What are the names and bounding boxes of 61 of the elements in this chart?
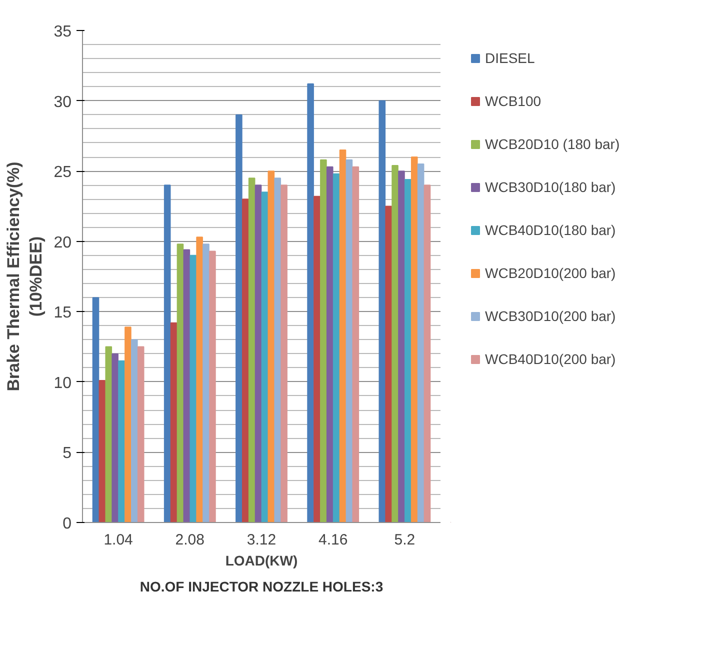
bar [392, 164, 398, 522]
bar [248, 178, 256, 522]
x-tick-label: 4.16 [318, 532, 348, 548]
bar [339, 149, 346, 522]
legend-label: WCB40D10(180 bar) [485, 222, 616, 238]
y-tick-label: 30 [54, 94, 72, 111]
bar [190, 254, 197, 522]
bar [254, 184, 262, 522]
y-tick-label: 15 [54, 304, 72, 322]
bar [320, 159, 327, 522]
y-axis-title: Brake Thermal Efficiency(%) (10%DEE) [4, 162, 46, 392]
legend-label: WCB100 [485, 93, 542, 109]
bar [242, 198, 249, 522]
x-tick-label: 1.04 [104, 532, 133, 548]
bar [118, 360, 125, 522]
legend-label: WCB20D10 (180 bar) [485, 136, 620, 152]
legend-label: WCB40D10(200 bar) [485, 351, 616, 367]
bar [202, 244, 210, 522]
y-tick-label: 20 [54, 234, 72, 252]
bar [280, 184, 288, 522]
x-tick-label: 3.12 [246, 532, 276, 548]
bar [424, 184, 431, 522]
bar [332, 173, 340, 522]
bar [164, 184, 171, 522]
y-tick-label: 0 [62, 516, 72, 532]
bar [176, 244, 184, 522]
bar [131, 339, 138, 522]
bar [112, 353, 118, 522]
bar [170, 322, 178, 522]
bar [274, 178, 282, 522]
bar [417, 164, 424, 522]
text: NO.OF INJECTOR NOZZLE HOLES:3 [140, 578, 384, 594]
x-axis-title: LOAD(KW) [225, 552, 298, 568]
x-tick-label: 2.08 [175, 532, 205, 548]
legend-label: WCB20D10(200 bar) [485, 265, 616, 281]
bar [385, 206, 392, 522]
bar [398, 170, 405, 522]
x-tick-label: 5.2 [394, 532, 416, 548]
bar [137, 346, 144, 522]
bar [261, 192, 268, 522]
legend-label: WCB30D10(180 bar) [485, 179, 616, 195]
bar [92, 297, 100, 522]
bar [404, 179, 412, 522]
legend-label: DIESEL [485, 50, 535, 66]
bar [236, 114, 242, 522]
y-tick-label: 35 [54, 24, 72, 40]
bar [314, 196, 320, 522]
bar [378, 100, 386, 522]
bar [352, 166, 360, 522]
bar [124, 326, 132, 522]
bar [346, 159, 353, 522]
bar [105, 346, 112, 522]
y-tick-label: 10 [54, 374, 72, 392]
legend-label: WCB30D10(200 bar) [485, 308, 616, 324]
y-tick-label: 25 [54, 164, 72, 182]
bar [196, 236, 203, 522]
bar [410, 156, 418, 522]
bar [209, 250, 216, 522]
bar [307, 83, 314, 522]
y-tick-label: 5 [62, 445, 72, 462]
bar [326, 166, 334, 522]
